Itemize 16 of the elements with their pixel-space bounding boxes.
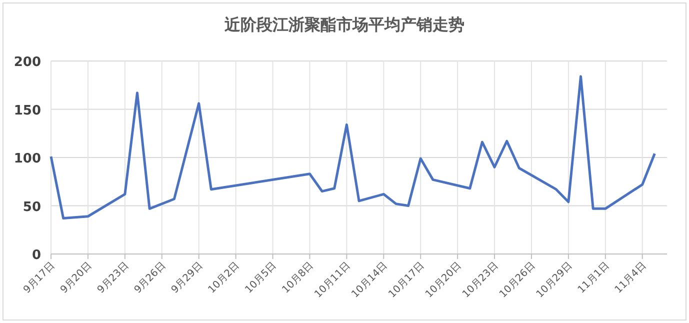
y-tick-label: 100 — [14, 152, 41, 166]
x-tick-label: 10月5日 — [243, 260, 279, 296]
y-tick-label: 150 — [14, 103, 41, 118]
y-tick-label: 50 — [22, 200, 41, 215]
x-tick-label: 11月1日 — [576, 260, 612, 296]
y-tick-label: 200 — [14, 55, 41, 70]
y-tick-label: 0 — [32, 248, 41, 263]
x-tick-label: 9月17日 — [22, 260, 58, 296]
x-tick-label: 9月29日 — [170, 260, 205, 296]
line-series — [50, 75, 656, 220]
x-tick-label: 11月4日 — [613, 260, 648, 296]
x-tick-label: 9月26日 — [132, 260, 168, 296]
x-tick-label: 9月23日 — [96, 260, 132, 296]
x-tick-label: 9月20日 — [58, 260, 94, 296]
x-tick-label: 10月2日 — [206, 260, 242, 296]
chart-title: 近阶段江浙聚酯市场平均产销走势 — [224, 15, 464, 34]
